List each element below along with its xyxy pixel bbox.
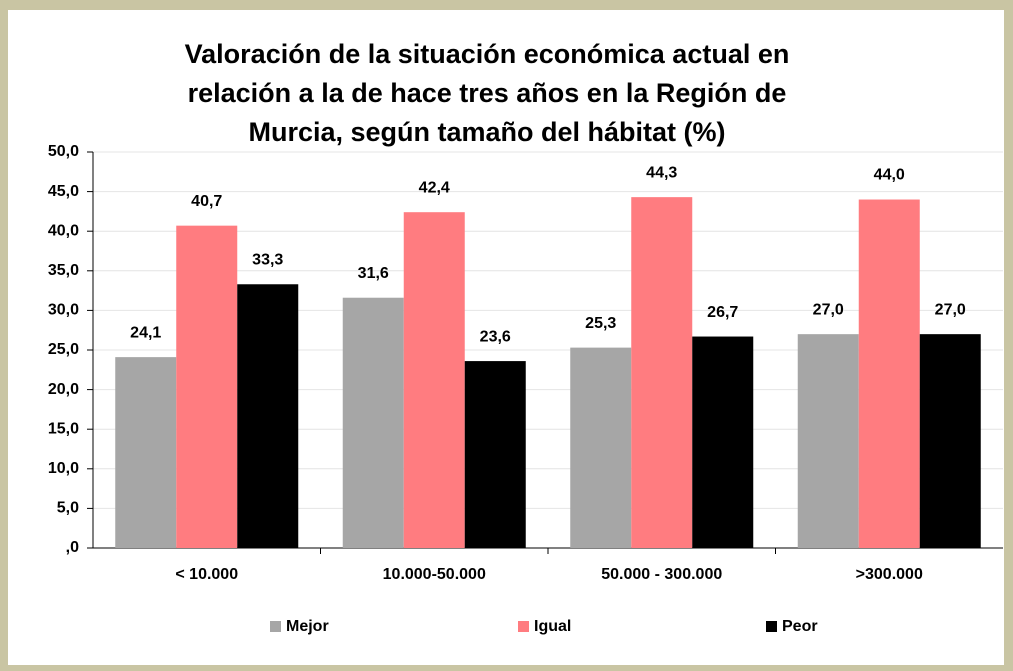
legend-label: Igual (534, 618, 571, 635)
y-tick-label: 30,0 (48, 302, 79, 319)
bar (342, 297, 404, 548)
chart-title: relación a la de hace tres años en la Re… (188, 78, 787, 108)
y-tick-label: 35,0 (48, 262, 79, 279)
x-tick-label: 10.000-50.000 (383, 566, 486, 583)
y-tick-label: 50,0 (48, 143, 79, 160)
y-tick-label: 5,0 (57, 500, 79, 517)
chart-title: Murcia, según tamaño del hábitat (%) (248, 117, 725, 147)
bar (858, 199, 920, 548)
value-label: 40,7 (191, 193, 222, 210)
bar (631, 197, 693, 549)
value-label: 27,0 (813, 301, 844, 318)
bar (692, 336, 754, 548)
y-tick-label: ,0 (66, 539, 79, 556)
y-tick-label: 45,0 (48, 183, 79, 200)
value-label: 23,6 (480, 328, 511, 345)
y-tick-label: 15,0 (48, 420, 79, 437)
value-label: 44,3 (646, 164, 677, 181)
value-label: 25,3 (585, 315, 616, 332)
legend-label: Peor (782, 618, 818, 635)
bar (570, 347, 632, 548)
x-tick-label: 50.000 - 300.000 (601, 566, 722, 583)
y-tick-label: 10,0 (48, 460, 79, 477)
bar (403, 212, 465, 548)
value-label: 24,1 (130, 324, 161, 341)
legend-label: Mejor (286, 618, 329, 635)
value-label: 42,4 (419, 179, 450, 196)
bar (797, 334, 859, 548)
x-tick-label: >300.000 (856, 566, 923, 583)
y-tick-label: 25,0 (48, 341, 79, 358)
x-tick-label: < 10.000 (175, 566, 238, 583)
y-tick-label: 20,0 (48, 381, 79, 398)
value-label: 26,7 (707, 304, 738, 321)
y-tick-label: 40,0 (48, 222, 79, 239)
chart-title: Valoración de la situación económica act… (185, 39, 790, 69)
value-label: 27,0 (935, 301, 966, 318)
bar (115, 357, 177, 548)
legend-swatch (766, 621, 777, 632)
bar (919, 334, 981, 548)
bar (176, 225, 238, 548)
value-label: 44,0 (874, 167, 905, 184)
legend-swatch (270, 621, 281, 632)
bar (237, 284, 299, 548)
value-label: 31,6 (358, 265, 389, 282)
legend-swatch (518, 621, 529, 632)
value-label: 33,3 (252, 251, 283, 268)
bar (464, 361, 526, 548)
